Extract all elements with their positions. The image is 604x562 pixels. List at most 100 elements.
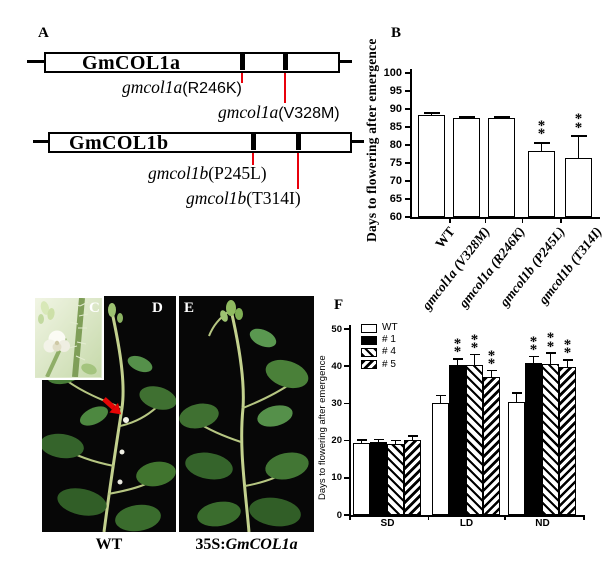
bar-gmcol1b (P245L)	[528, 151, 555, 217]
f-x-tick	[427, 515, 429, 520]
panel-letter-e: E	[184, 300, 195, 316]
panel-letter-d: D	[152, 300, 163, 316]
bar-LD-# 4	[466, 365, 483, 515]
bar-LD-# 5	[483, 377, 500, 515]
b-x-label: gmcol1a (R246K)	[455, 224, 528, 311]
bar-SD-# 4	[387, 443, 404, 515]
legend-label: # 1	[382, 334, 396, 346]
mutation-gene-name: gmcol1a	[122, 77, 183, 97]
legend-swatch	[361, 323, 377, 333]
b-x-tick	[449, 217, 451, 223]
caption-promoter: 35S:	[195, 536, 226, 553]
error-bar-line	[566, 359, 569, 367]
overexpression-plant-illustration	[179, 296, 314, 532]
error-bar-line	[577, 136, 580, 158]
f-y-tick	[344, 514, 349, 516]
b-y-tick	[404, 162, 410, 164]
b-y-tick	[404, 108, 410, 110]
error-bar-cap	[511, 392, 522, 394]
mutation-site-tick	[251, 134, 256, 150]
error-bar-line	[515, 392, 518, 403]
error-bar-line	[473, 354, 476, 366]
chart-f-ylabel: Days to flowering after emergence	[317, 355, 328, 501]
chart-b-ylabel: Days to flowering after emergence	[364, 38, 379, 242]
b-y-tick	[404, 144, 410, 146]
b-x-label: gmcol1b (P245L)	[496, 224, 568, 310]
f-y-tick	[344, 439, 349, 442]
error-bar-line	[439, 395, 442, 404]
mutation-site-tick	[296, 134, 301, 150]
panel-letter-b: B	[391, 25, 402, 41]
b-x-tick	[560, 217, 562, 223]
error-bar-cap	[493, 116, 510, 118]
f-x-axis	[349, 515, 583, 517]
error-bar-cap	[373, 438, 384, 441]
panel-letter-c: C	[89, 300, 100, 316]
error-bar-cap	[390, 439, 401, 442]
b-x-label: WT	[431, 224, 458, 251]
gene-box-gmcol1a: GmCOL1a	[44, 52, 340, 73]
legend-label: # 5	[382, 358, 396, 370]
error-bar-line	[465, 116, 468, 119]
f-category-label-LD: LD	[459, 518, 474, 529]
significance-stars: * *	[574, 111, 583, 136]
f-y-tick	[344, 477, 349, 479]
mutation-pointer-line	[241, 73, 243, 83]
photo-flower-closeup	[33, 296, 104, 380]
error-bar-cap	[407, 435, 418, 437]
legend-item-WT: WT	[361, 323, 398, 333]
mutation-pointer-line	[252, 153, 254, 165]
error-bar-line	[411, 436, 414, 440]
mutation-gene-name: gmcol1b	[186, 188, 247, 208]
error-bar-cap	[486, 369, 497, 372]
photo-overexpression-plant	[179, 296, 314, 532]
error-bar-cap	[528, 355, 539, 358]
gene-name-gmcol1b: GmCOL1b	[69, 131, 169, 154]
error-bar-cap	[469, 353, 480, 356]
mutation-label-r246k: gmcol1a(R246K)	[122, 77, 242, 98]
bar-LD-WT	[432, 403, 449, 515]
error-bar-cap	[423, 112, 440, 114]
mutation-change: (R246K)	[182, 80, 242, 97]
f-x-tick	[349, 515, 351, 520]
b-x-tick	[521, 217, 523, 223]
mutation-site-tick	[240, 54, 245, 70]
error-bar-line	[430, 112, 433, 115]
bar-gmcol1b (T314I)	[565, 157, 592, 217]
gene-line-right-2	[352, 140, 364, 143]
b-y-tick	[404, 126, 410, 128]
error-bar-line	[532, 356, 535, 364]
caption-wt: WT	[95, 536, 123, 553]
red-arrow-icon	[102, 397, 122, 415]
error-bar-cap	[435, 394, 446, 397]
error-bar-cap	[356, 439, 367, 441]
mutation-pointer-line	[297, 153, 299, 189]
bar-SD-WT	[353, 442, 370, 515]
error-bar-line	[490, 370, 493, 378]
significance-stars: * *	[453, 335, 462, 361]
flower-closeup-illustration	[35, 298, 101, 378]
b-x-tick	[484, 217, 486, 223]
b-y-tick	[404, 216, 410, 218]
caption-gene: GmCOL1a	[225, 536, 298, 553]
legend-swatch	[361, 360, 377, 370]
error-bar-line	[360, 439, 363, 443]
f-category-label-SD: SD	[380, 518, 395, 529]
significance-stars: * *	[470, 331, 479, 357]
significance-stars: * *	[537, 117, 546, 143]
significance-stars: * *	[563, 336, 572, 362]
b-x-axis	[410, 217, 600, 219]
f-y-tick	[344, 328, 349, 330]
legend-swatch	[361, 347, 377, 357]
significance-stars: * *	[529, 333, 538, 359]
error-bar-line	[540, 142, 543, 152]
legend-item-# 4: # 4	[361, 347, 396, 357]
bar-ND-# 4	[542, 364, 559, 515]
caption-overexpression: 35S:GmCOL1a	[179, 536, 314, 554]
legend-label: # 4	[382, 346, 396, 358]
bar-gmcol1a (R246K)	[488, 118, 515, 217]
bar-ND-WT	[508, 402, 525, 515]
panel-letter-f: F	[334, 297, 344, 313]
b-y-tick	[404, 198, 410, 200]
bar-SD-# 5	[404, 439, 421, 515]
